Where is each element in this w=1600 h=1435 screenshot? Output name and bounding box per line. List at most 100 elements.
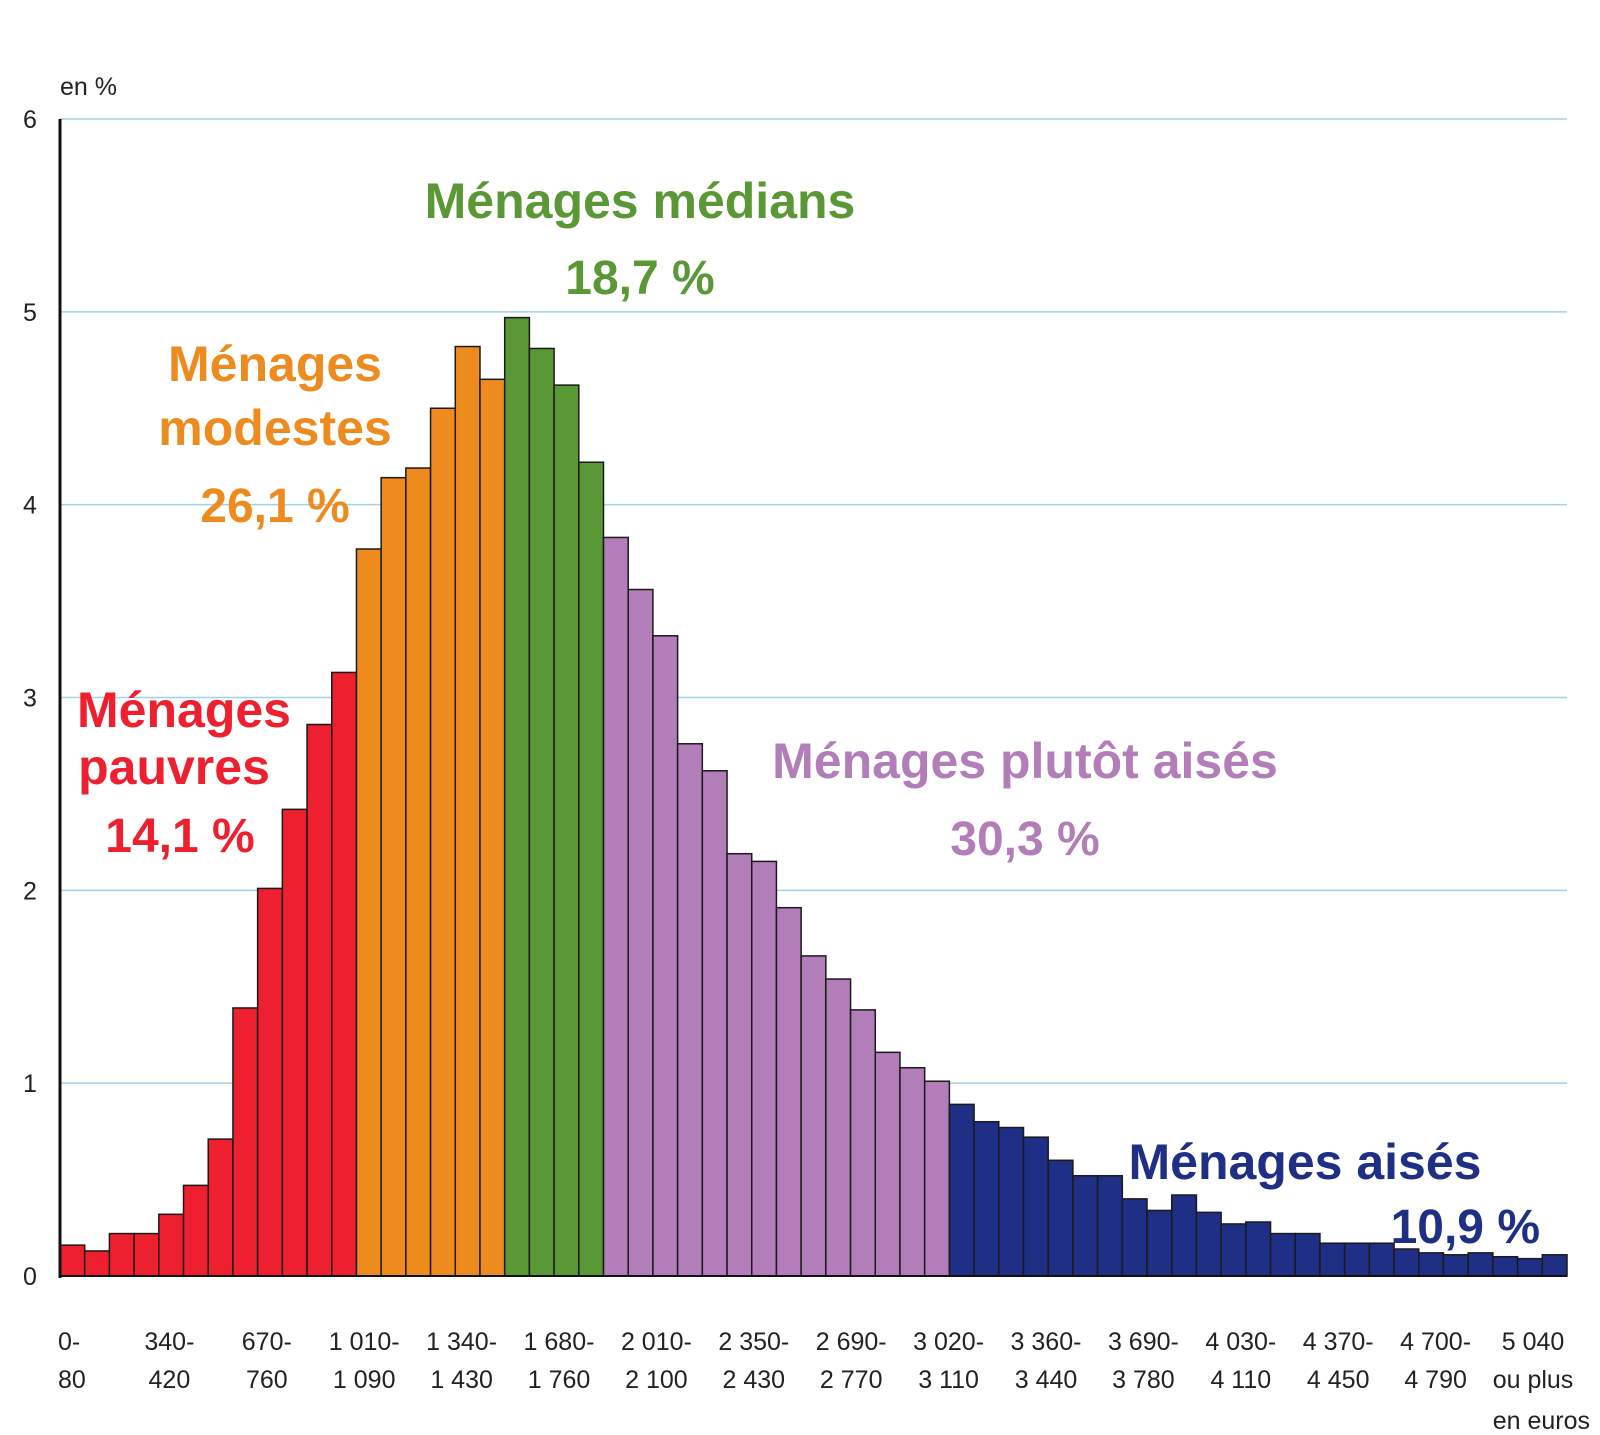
group-name-aises: Ménages aisés [1129,1134,1482,1190]
group-name-modestes-line2: modestes [158,400,391,456]
bar-aises-59 [1516,1257,1544,1277]
x-tick-label-2-line1: 670- [242,1328,292,1356]
x-tick-label-12-line1: 4 030- [1205,1328,1276,1356]
axes [58,119,1567,1278]
bar-medians-21 [578,461,605,1277]
group-name-pauvres-line1: Ménages [77,682,291,738]
group-share-aises: 10,9 % [1391,1201,1540,1254]
bar-aises-46 [1195,1211,1222,1277]
x-tick-label-14-line1: 4 700- [1400,1328,1471,1356]
bar-plutot-aises-35 [923,1080,951,1277]
bar-plutot-aises-32 [849,1009,877,1277]
bar-plutot-aises-24 [652,635,679,1277]
x-tick-label-9-line1: 3 020- [913,1328,984,1356]
group-share-pauvres: 14,1 % [105,810,254,863]
group-label-aises: Ménages aisés 10,9 % [1129,1134,1540,1254]
y-tick-label-5: 5 [23,299,37,327]
x-unit-label: en euros [1493,1407,1590,1435]
x-tick-label-8-line1: 2 690- [816,1328,887,1356]
x-tick-label-11-line1: 3 690- [1108,1328,1179,1356]
bar-modestes-15 [429,407,457,1277]
y-tick-labels: 0 1 2 3 4 5 6 [23,106,37,1291]
x-tick-label-7-line1: 2 350- [718,1328,789,1356]
bar-pauvres-8 [256,887,284,1277]
bar-aises-48 [1245,1221,1272,1277]
y-tick-label-0: 0 [23,1263,37,1291]
y-tick-label-3: 3 [23,685,37,713]
x-tick-label-9-line2: 3 110 [918,1366,979,1394]
bar-pauvres-4 [158,1213,185,1277]
bar-plutot-aises-26 [701,770,728,1277]
bar-aises-41 [1072,1174,1099,1277]
bar-pauvres-0 [59,1244,86,1277]
bar-plutot-aises-34 [899,1066,926,1277]
bar-pauvres-10 [306,723,333,1277]
bar-pauvres-5 [182,1184,209,1277]
bar-aises-36 [948,1103,975,1277]
y-tick-label-4: 4 [23,492,37,520]
x-tick-label-3-line2: 1 090 [333,1366,396,1394]
bar-medians-19 [528,347,555,1277]
x-tick-label-1-line2: 420 [149,1366,191,1394]
bar-modestes-16 [454,345,481,1277]
x-tick-label-6-line1: 2 010- [621,1328,692,1356]
bar-pauvres-2 [108,1232,135,1277]
group-label-medians: Ménages médians 18,7 % [425,173,856,305]
group-name-pauvres-line2: pauvres [78,739,270,795]
x-tick-labels: 0- 80 340- 420 670- 760 1 010- 1 090 1 340- 1 430… [58,1328,1573,1394]
bar-aises-44 [1146,1209,1173,1277]
bar-plutot-aises-23 [627,588,654,1277]
x-tick-label-11-line2: 3 780 [1112,1366,1175,1394]
bar-modestes-14 [405,467,432,1277]
bar-plutot-aises-29 [775,906,802,1277]
x-tick-label-6-line2: 2 100 [625,1366,688,1394]
bar-plutot-aises-22 [602,536,629,1277]
y-unit-label: en % [60,73,117,101]
bar-aises-39 [1022,1136,1049,1277]
bar-pauvres-9 [281,808,308,1277]
bar-plutot-aises-25 [676,743,704,1277]
bar-aises-43 [1121,1198,1148,1277]
bar-aises-52 [1343,1242,1371,1277]
x-tick-label-14-line2: 4 790 [1404,1366,1467,1394]
bar-aises-42 [1096,1174,1124,1277]
y-tick-label-2: 2 [23,877,37,905]
bar-pauvres-3 [133,1232,160,1277]
x-tick-label-15-line2: ou plus [1493,1366,1574,1394]
bar-aises-37 [973,1120,1000,1277]
x-tick-label-10-line1: 3 360- [1011,1328,1082,1356]
x-tick-label-8-line2: 2 770 [820,1366,883,1394]
bar-aises-40 [1047,1159,1074,1277]
x-tick-label-3-line1: 1 010- [329,1328,400,1356]
group-share-modestes: 26,1 % [200,480,349,533]
bar-aises-55 [1418,1252,1445,1277]
bars [59,316,1568,1277]
x-tick-label-5-line1: 1 680- [524,1328,595,1356]
group-share-medians: 18,7 % [565,252,714,305]
bar-aises-51 [1319,1242,1346,1277]
bar-aises-57 [1467,1252,1494,1277]
x-tick-label-13-line2: 4 450 [1307,1366,1370,1394]
bar-plutot-aises-27 [726,852,753,1277]
x-tick-label-12-line2: 4 110 [1210,1366,1271,1394]
x-tick-label-4-line2: 1 430 [430,1366,493,1394]
bar-plutot-aises-28 [750,860,778,1277]
group-name-medians: Ménages médians [425,173,856,229]
y-tick-label-6: 6 [23,106,37,134]
bar-modestes-17 [479,378,506,1277]
bar-pauvres-11 [331,671,358,1277]
bar-pauvres-6 [207,1138,234,1277]
group-label-pauvres: Ménages pauvres 14,1 % [77,682,291,863]
y-tick-label-1: 1 [23,1070,37,1098]
bar-plutot-aises-33 [874,1051,901,1277]
x-tick-label-5-line2: 1 760 [528,1366,591,1394]
bar-aises-47 [1220,1223,1247,1277]
x-tick-label-0-line2: 80 [58,1366,86,1394]
x-tick-label-13-line1: 4 370- [1303,1328,1374,1356]
bar-modestes-12 [355,548,382,1277]
x-tick-label-10-line2: 3 440 [1015,1366,1078,1394]
bar-plutot-aises-30 [800,955,827,1277]
bar-plutot-aises-31 [825,978,852,1277]
bar-medians-20 [553,384,580,1277]
